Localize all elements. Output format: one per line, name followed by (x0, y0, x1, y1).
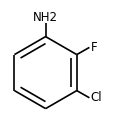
Text: F: F (91, 41, 97, 54)
Text: NH2: NH2 (33, 11, 58, 24)
Text: Cl: Cl (91, 91, 102, 104)
